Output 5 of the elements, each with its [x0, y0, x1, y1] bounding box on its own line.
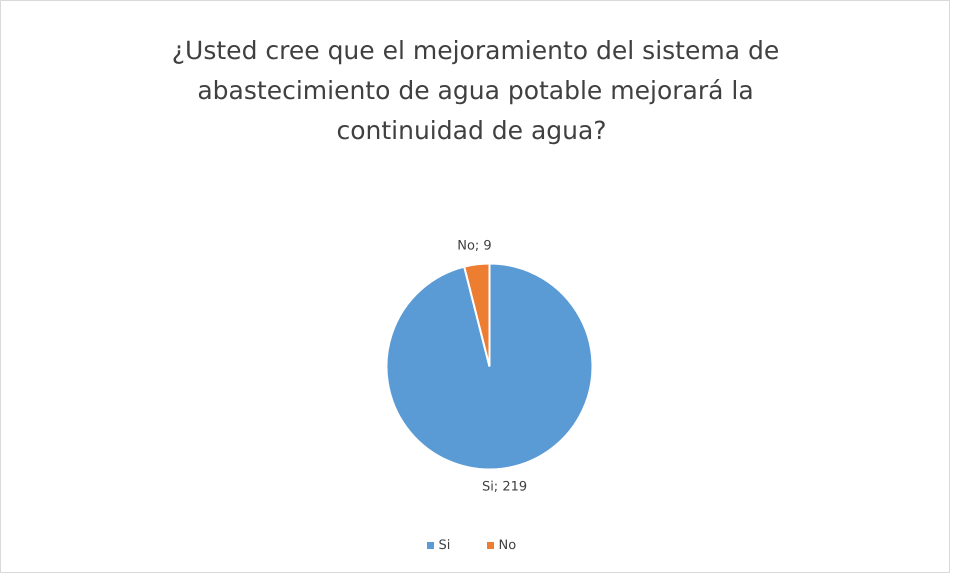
data-label: No; 9 — [457, 238, 492, 254]
chart-title: ¿Usted cree que el mejoramiento del sistema de abastecimiento de agua potable mejorará la continuidad de agua? — [172, 36, 780, 145]
data-label: Si; 219 — [482, 480, 528, 495]
legend-label: No — [498, 538, 516, 553]
legend-label: Si — [438, 538, 450, 553]
